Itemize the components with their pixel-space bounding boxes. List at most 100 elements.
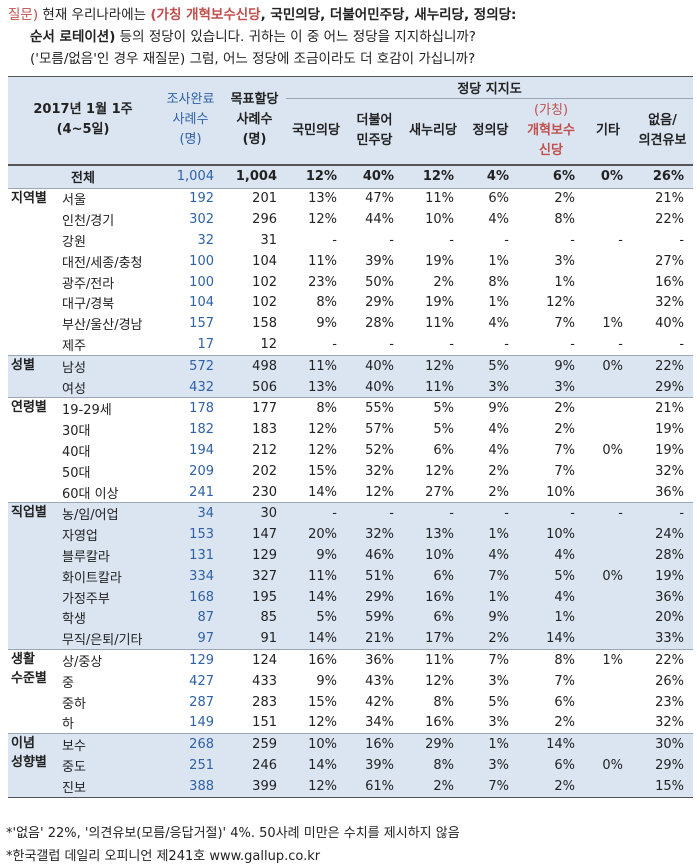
justice-pct: 7% (463, 565, 518, 587)
people-pct: 13% (286, 376, 346, 398)
justice-pct: 4% (488, 442, 509, 458)
justice-pct: 6% (463, 187, 518, 210)
target-count: 498 (223, 354, 286, 377)
row-label: 부산/울산/경남 (62, 318, 143, 334)
saenuri-pct: 5% (433, 422, 454, 438)
other-pct: 1% (584, 649, 632, 671)
none-pct: 24% (632, 524, 694, 546)
justice-pct: - (463, 502, 518, 525)
other-pct (584, 671, 632, 692)
none-pct: - (679, 232, 685, 248)
question-label: 질문) (8, 7, 39, 23)
minjoo-pct: 59% (346, 607, 403, 629)
other-pct (584, 545, 632, 566)
saenuri-pct: - (449, 336, 454, 352)
surveyed-count: 87 (158, 607, 223, 629)
people-pct: 16% (286, 649, 346, 671)
none-pct: 30% (632, 733, 694, 756)
group-label: 생활 수준별 (8, 649, 60, 734)
row-label: 중하 (62, 696, 86, 712)
minjoo-pct: 21% (346, 628, 403, 650)
other-pct: 0% (602, 442, 623, 458)
reform-pct: 2% (518, 187, 584, 210)
row-label: 하 (62, 717, 74, 733)
reform-pct: 6% (518, 755, 584, 776)
none-pct: 26% (655, 673, 685, 689)
surveyed-count: 251 (158, 755, 223, 776)
minjoo-pct: 47% (346, 187, 403, 210)
other-pct (584, 482, 632, 503)
people-pct: 12% (308, 422, 337, 438)
people-pct: 10% (286, 733, 346, 756)
surveyed-count: 302 (189, 212, 214, 228)
surveyed-count: 241 (189, 484, 214, 500)
target-count: 102 (252, 295, 277, 311)
question-line-3: ('모름/없음'인 경우 재질문) 그럼, 어느 정당에 조금이라도 더 호감이… (30, 51, 476, 67)
minjoo-pct: 34% (365, 715, 394, 731)
table-row: 여성 432 506 13% 40% 11% 3% 3% 29% (8, 376, 694, 398)
surveyed-count: 209 (189, 463, 214, 479)
people-pct: 12% (308, 442, 337, 458)
reform-pct: 10% (518, 524, 584, 546)
table-row: 강원 32 31 - - - - - - - (8, 230, 693, 251)
justice-pct: 2% (463, 628, 518, 650)
justice-pct: 9% (463, 397, 518, 420)
reform-pct: 3% (554, 253, 575, 269)
surveyed-count: 182 (189, 422, 214, 438)
none-pct: 29% (632, 755, 694, 776)
other-pct (584, 187, 632, 210)
none-pct: 16% (655, 274, 685, 290)
other-pct: - (618, 232, 623, 248)
none-pct: 27% (655, 253, 685, 269)
header-none: 없음/의견유보 (632, 98, 694, 166)
minjoo-pct: 51% (346, 565, 403, 587)
total-saenuri: 12% (403, 164, 463, 189)
minjoo-pct: 52% (365, 442, 394, 458)
people-pct: 23% (308, 274, 337, 290)
saenuri-pct: 8% (403, 755, 463, 776)
minjoo-pct: 44% (365, 212, 394, 228)
people-pct: 11% (308, 253, 337, 269)
people-pct: 20% (286, 524, 346, 546)
surveyed-count: 334 (158, 565, 223, 587)
group-label: 직업별 (8, 502, 60, 650)
table-row: 대전/세종/충청 100 104 11% 39% 19% 1% 3% 27% (8, 251, 693, 272)
saenuri-pct: 19% (425, 295, 454, 311)
table-row: 블루칼라 131 129 9% 46% 10% 4% 4% 28% (8, 545, 694, 566)
people-pct: 14% (286, 586, 346, 608)
people-pct: 8% (316, 295, 337, 311)
total-justice: 4% (463, 164, 518, 189)
other-pct: 0% (584, 755, 632, 776)
saenuri-pct: 29% (403, 733, 463, 756)
target-count: 296 (252, 212, 277, 228)
none-pct: - (679, 336, 685, 352)
table-row: 60대 이상 241 230 14% 12% 27% 2% 10% 36% (8, 482, 693, 503)
none-pct: 36% (655, 484, 685, 500)
row-label: 인천/경기 (62, 214, 115, 230)
justice-pct: 3% (463, 755, 518, 776)
saenuri-pct: 8% (433, 694, 454, 710)
saenuri-pct: 16% (425, 715, 454, 731)
target-count: 183 (252, 422, 277, 438)
none-pct: 28% (632, 545, 694, 566)
surveyed-count: 100 (189, 253, 214, 269)
justice-pct: 4% (488, 422, 509, 438)
justice-pct: 5% (463, 354, 518, 377)
question-line-1: 질문) 현재 우리나라에는 (가칭 개혁보수신당, 국민의당, 더불어민주당, … (8, 7, 517, 23)
saenuri-pct: 11% (403, 649, 463, 671)
saenuri-pct: 19% (425, 253, 454, 269)
header-people-party: 국민의당 (286, 98, 346, 166)
row-label: 강원 (62, 234, 86, 250)
total-surveyed: 1,004 (158, 164, 223, 189)
header-minjoo: 더불어 민주당 (346, 98, 403, 166)
minjoo-pct: 29% (365, 295, 394, 311)
justice-pct: 2% (488, 484, 509, 500)
other-pct (584, 692, 632, 713)
table-row: 광주/전라 100 102 23% 50% 2% 8% 1% 16% (8, 272, 693, 293)
justice-pct: 8% (488, 274, 509, 290)
header-justice: 정의당 (463, 98, 518, 166)
reform-pct: 7% (554, 442, 575, 458)
group-label: 성별 (8, 354, 60, 398)
target-count: 195 (223, 586, 286, 608)
table-row: 50대 209 202 15% 32% 12% 2% 7% 32% (8, 461, 693, 482)
